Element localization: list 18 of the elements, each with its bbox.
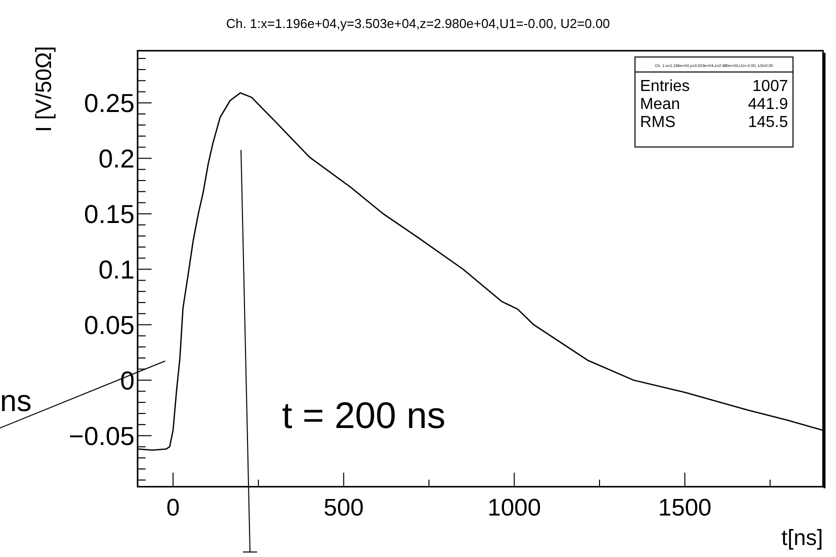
y-tick-label: 0.25 <box>84 88 135 118</box>
text: Entries 1007 <box>640 78 788 95</box>
text: RMS 145.5 <box>640 114 788 131</box>
y-tick-label: −0.05 <box>68 420 135 451</box>
y-tick-label: 0.05 <box>84 310 135 340</box>
y-tick-label: 0.1 <box>98 254 135 285</box>
x-tick-label: 1000 <box>488 494 541 522</box>
annotation: t = 200 ns <box>282 395 446 436</box>
text: Mean 441.9 <box>640 96 788 113</box>
y-tick-label: 0.15 <box>84 199 135 230</box>
y-tick-label: 0.2 <box>98 144 135 174</box>
x-axis-title: t[ns] <box>781 525 823 550</box>
x-tick-label: 0 <box>166 494 180 522</box>
text: ns <box>0 385 32 418</box>
x-tick-label: 1500 <box>658 494 712 522</box>
x-tick-label: 500 <box>324 494 364 522</box>
y-axis-title: I [V/50Ω] <box>31 46 56 132</box>
chart-title: Ch. 1:x=1.196e+04,y=3.503e+04,z=2.980e+04,U1=-0.00, U2=0.00 <box>226 16 610 31</box>
